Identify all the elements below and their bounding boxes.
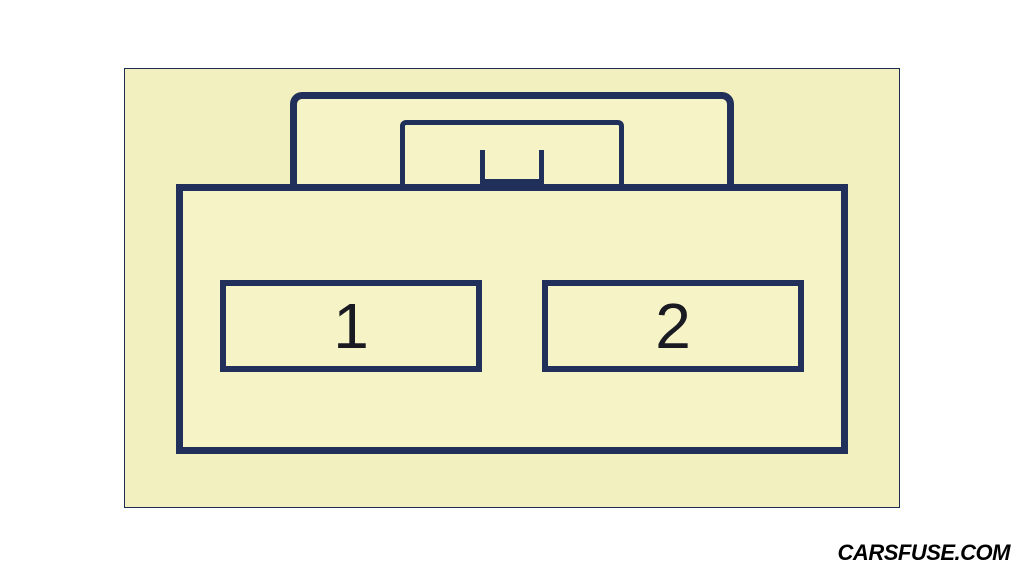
connector-notch [480, 150, 544, 184]
fuse-slot-1-label: 1 [333, 294, 369, 358]
fuse-slot-1: 1 [220, 280, 482, 372]
watermark-text: CARSFUSE.COM [838, 540, 1010, 566]
fuse-slot-2-label: 2 [655, 294, 691, 358]
fuse-slot-2: 2 [542, 280, 804, 372]
